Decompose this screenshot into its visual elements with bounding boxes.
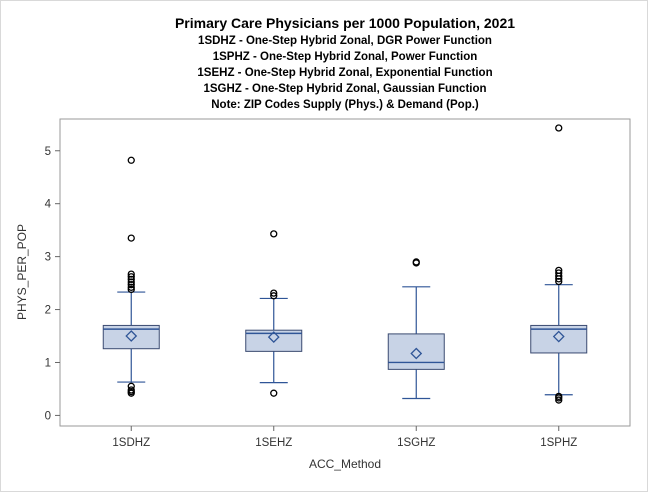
- iqr-box: [530, 324, 588, 354]
- outlier-point: [270, 389, 278, 397]
- iqr-box: [245, 329, 303, 352]
- outlier-point: [127, 283, 135, 291]
- chart-subtitle-4: 1SGHZ - One-Step Hybrid Zonal, Gaussian …: [203, 83, 487, 95]
- outlier-point: [127, 278, 135, 286]
- outlier-point: [127, 281, 135, 289]
- outlier-point: [555, 277, 563, 286]
- plot-area: [59, 118, 631, 427]
- y-axis-label: PHYS_PER_POP: [15, 224, 29, 320]
- box-1sghz: [387, 258, 445, 400]
- outlier-point: [127, 273, 135, 281]
- chart-note: Note: ZIP Codes Supply (Phys.) & Demand …: [211, 99, 479, 111]
- outlier-point: [270, 292, 278, 300]
- outlier-point: [127, 234, 135, 242]
- mean-marker: [410, 347, 423, 360]
- iqr-box: [102, 324, 160, 350]
- chart-subtitle-3: 1SEHZ - One-Step Hybrid Zonal, Exponenti…: [197, 67, 493, 79]
- outlier-point: [270, 289, 278, 297]
- iqr-box: [387, 333, 445, 370]
- outlier-point: [555, 396, 563, 404]
- outlier-point: [555, 269, 563, 277]
- y-tick-label: 3: [45, 252, 51, 264]
- x-tick-label: 1SGHZ: [397, 437, 435, 449]
- y-tick-label: 2: [45, 305, 51, 317]
- box-1sphz: [530, 124, 588, 404]
- outlier-point: [555, 124, 563, 132]
- y-tick-label: 1: [45, 357, 51, 369]
- y-tick-label: 0: [45, 410, 51, 422]
- outlier-point: [127, 382, 135, 390]
- outlier-point: [270, 230, 278, 238]
- y-tick-label: 5: [45, 146, 51, 158]
- outlier-point: [127, 275, 135, 284]
- box-1sdhz: [102, 156, 160, 397]
- outlier-point: [555, 392, 563, 401]
- x-tick-label: 1SPHZ: [540, 437, 577, 449]
- mean-marker: [552, 330, 565, 343]
- y-axis: 0 1 2 3 4 5: [45, 146, 60, 422]
- boxes: [102, 124, 588, 404]
- outlier-point: [127, 270, 135, 278]
- outlier-point: [412, 258, 420, 266]
- chart-subtitle-1: 1SDHZ - One-Step Hybrid Zonal, DGR Power…: [198, 35, 492, 47]
- box-1sehz: [245, 230, 303, 397]
- chart-subtitle-2: 1SPHZ - One-Step Hybrid Zonal, Power Fun…: [212, 51, 478, 63]
- outlier-point: [555, 266, 563, 275]
- chart-titles: Primary Care Physicians per 1000 Populat…: [0, 14, 648, 113]
- outlier-point: [127, 156, 135, 164]
- chart-title: Primary Care Physicians per 1000 Populat…: [174, 15, 516, 31]
- x-axis-label: ACC_Method: [309, 457, 381, 471]
- mean-marker: [125, 330, 138, 342]
- x-axis: 1SDHZ 1SEHZ 1SGHZ 1SPHZ: [112, 426, 577, 449]
- x-tick-label: 1SEHZ: [255, 437, 292, 449]
- mean-marker: [267, 331, 280, 343]
- y-tick-label: 4: [45, 199, 52, 211]
- outlier-point: [127, 386, 135, 394]
- x-tick-label: 1SDHZ: [112, 437, 150, 449]
- outlier-point: [127, 285, 135, 294]
